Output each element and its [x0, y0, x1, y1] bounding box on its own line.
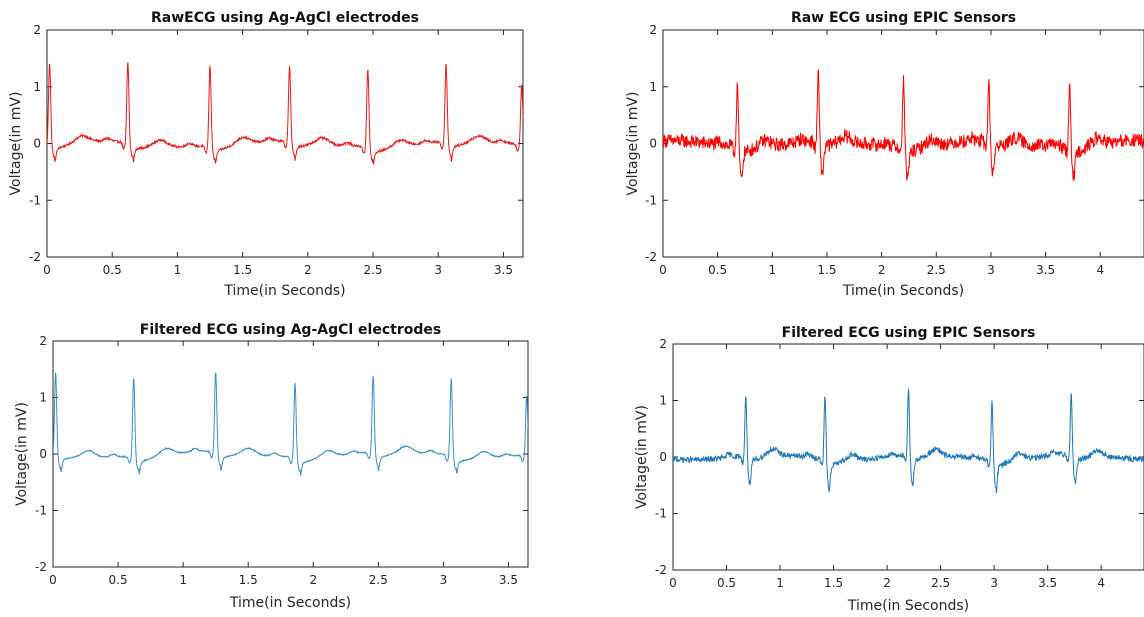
x-tick-label: 1	[179, 573, 187, 587]
x-tick-label: 3.5	[1036, 263, 1055, 277]
x-tick-label: 4	[1096, 263, 1104, 277]
y-axis-label: Voltage(in mV)	[634, 405, 650, 509]
y-tick-label: 0	[649, 137, 657, 151]
x-axis-label: Time(in Seconds)	[229, 595, 351, 611]
y-tick-label: -2	[35, 560, 47, 574]
plot-frame	[46, 29, 524, 258]
chart-1: RawECG using Ag-AgCl electrodes 0 0.5 1 1.5 2…	[8, 10, 524, 299]
y-tick-label: 0	[33, 137, 41, 151]
chart-4: Filtered ECG using EPIC Sensors 0 0.5 1 1.5 2…	[634, 325, 1144, 614]
y-tick-label: 2	[659, 337, 667, 351]
x-tick-label: 3.5	[499, 573, 518, 587]
x-tick-label: 4	[1097, 576, 1105, 590]
x-tick-label: 1	[768, 263, 776, 277]
x-tick-label: 3	[990, 576, 998, 590]
x-tick-label: 2.5	[369, 573, 388, 587]
y-tick-label: 2	[39, 334, 47, 348]
x-tick-label: 1.5	[817, 263, 836, 277]
y-tick-label: -1	[655, 507, 667, 521]
ecg-series-line	[673, 388, 1144, 494]
chart-title: Filtered ECG using Ag-AgCl electrodes	[140, 322, 441, 338]
ecg-series-line	[47, 62, 523, 165]
x-tick-label: 0	[659, 263, 667, 277]
x-tick-label: 2.5	[931, 576, 950, 590]
x-tick-label: 3	[440, 573, 448, 587]
x-tick-label: 1	[776, 576, 784, 590]
y-axis-label: Voltage(in mV)	[8, 92, 24, 196]
x-tick-label: 2	[883, 576, 891, 590]
x-tick-label: 1.5	[824, 576, 843, 590]
y-tick-label: -2	[655, 563, 667, 577]
y-tick-label: 1	[39, 391, 47, 405]
y-tick-label: 1	[659, 394, 667, 408]
chart-title: Filtered ECG using EPIC Sensors	[782, 325, 1036, 341]
x-tick-label: 0.5	[708, 263, 727, 277]
x-tick-label: 1.5	[233, 263, 252, 277]
y-tick-label: 2	[649, 23, 657, 37]
y-tick-label: -1	[645, 193, 657, 207]
x-tick-label: 2	[878, 263, 886, 277]
x-tick-label: 2.5	[927, 263, 946, 277]
x-tick-label: 1.5	[239, 573, 258, 587]
y-axis-label: Voltage(in mV)	[14, 402, 30, 506]
plot-frame	[52, 340, 529, 568]
x-tick-label: 0.5	[103, 263, 122, 277]
x-axis-label: Time(in Seconds)	[847, 598, 969, 614]
y-tick-label: -2	[645, 250, 657, 264]
y-axis-label: Voltage(in mV)	[625, 92, 641, 196]
chart-title: RawECG using Ag-AgCl electrodes	[151, 10, 419, 26]
x-axis-label: Time(in Seconds)	[842, 283, 964, 299]
ecg-series-line	[663, 69, 1144, 182]
x-tick-label: 0	[43, 263, 51, 277]
x-tick-label: 2	[304, 263, 312, 277]
y-tick-label: -1	[35, 504, 47, 518]
y-tick-label: 1	[33, 80, 41, 94]
x-tick-label: 2.5	[363, 263, 382, 277]
x-tick-label: 3.5	[1038, 576, 1057, 590]
y-tick-label: 0	[659, 450, 667, 464]
x-tick-label: 1	[174, 263, 182, 277]
y-tick-label: -1	[29, 193, 41, 207]
y-tick-label: -2	[29, 250, 41, 264]
x-axis-label: Time(in Seconds)	[223, 283, 345, 299]
x-tick-label: 3	[987, 263, 995, 277]
x-tick-label: 3.5	[494, 263, 513, 277]
x-tick-label: 3	[434, 263, 442, 277]
y-tick-label: 0	[39, 447, 47, 461]
chart-2: Raw ECG using EPIC Sensors 0 0.5 1 1.5 2 2.5 3 3…	[625, 10, 1144, 299]
x-tick-label: 0.5	[109, 573, 128, 587]
x-tick-label: 0	[669, 576, 677, 590]
y-tick-label: 1	[649, 80, 657, 94]
chart-title: Raw ECG using EPIC Sensors	[791, 10, 1016, 26]
x-tick-label: 2	[309, 573, 317, 587]
x-tick-label: 0	[49, 573, 57, 587]
chart-3: Filtered ECG using Ag-AgCl electrodes 0 0.…	[14, 322, 529, 611]
x-tick-label: 0.5	[717, 576, 736, 590]
ecg-series-line	[53, 372, 528, 476]
y-tick-label: 2	[33, 23, 41, 37]
